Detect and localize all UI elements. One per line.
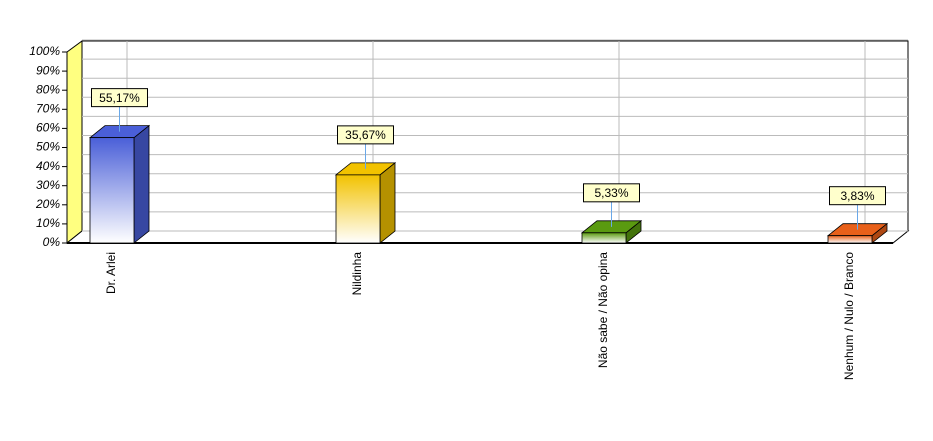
value-label: 55,17% <box>99 91 140 105</box>
left-wall <box>66 40 83 245</box>
y-tick-label: 70% <box>36 101 60 115</box>
y-tick-label: 30% <box>36 178 60 192</box>
bar-side-shade <box>134 125 149 243</box>
y-tick-label: 20% <box>35 197 60 211</box>
y-tick-label: 100% <box>29 44 60 58</box>
bar <box>334 162 397 244</box>
bar-side-shade <box>626 220 641 243</box>
y-tick-label: 60% <box>36 121 60 135</box>
label-box <box>583 183 640 203</box>
y-tick-label: 80% <box>36 82 60 96</box>
bar-front <box>89 137 135 244</box>
label-box <box>829 186 886 206</box>
bar-side-shade <box>380 162 395 243</box>
y-tick-label: 0% <box>43 235 61 249</box>
bar-front <box>581 232 627 244</box>
x-tick-label: Não sabe / Não opina <box>596 252 610 368</box>
x-tick-label: Dr. Arlei <box>104 252 118 294</box>
bar-front <box>827 235 873 244</box>
x-tick-label: Nildinha <box>350 252 364 296</box>
label-box <box>337 125 394 145</box>
bar <box>88 124 151 244</box>
value-label: 35,67% <box>345 128 386 142</box>
bar-side-shade <box>872 223 887 243</box>
value-label: 5,33% <box>594 186 628 200</box>
label-box <box>91 88 148 108</box>
y-tick-label: 90% <box>36 63 60 77</box>
y-tick-label: 10% <box>36 216 60 230</box>
y-tick-label: 40% <box>36 159 60 173</box>
y-tick-label: 50% <box>36 140 60 154</box>
x-tick-label: Nenhum / Nulo / Branco <box>842 252 856 380</box>
bar-front <box>335 174 381 244</box>
value-label: 3,83% <box>840 189 874 203</box>
floor <box>65 230 910 244</box>
